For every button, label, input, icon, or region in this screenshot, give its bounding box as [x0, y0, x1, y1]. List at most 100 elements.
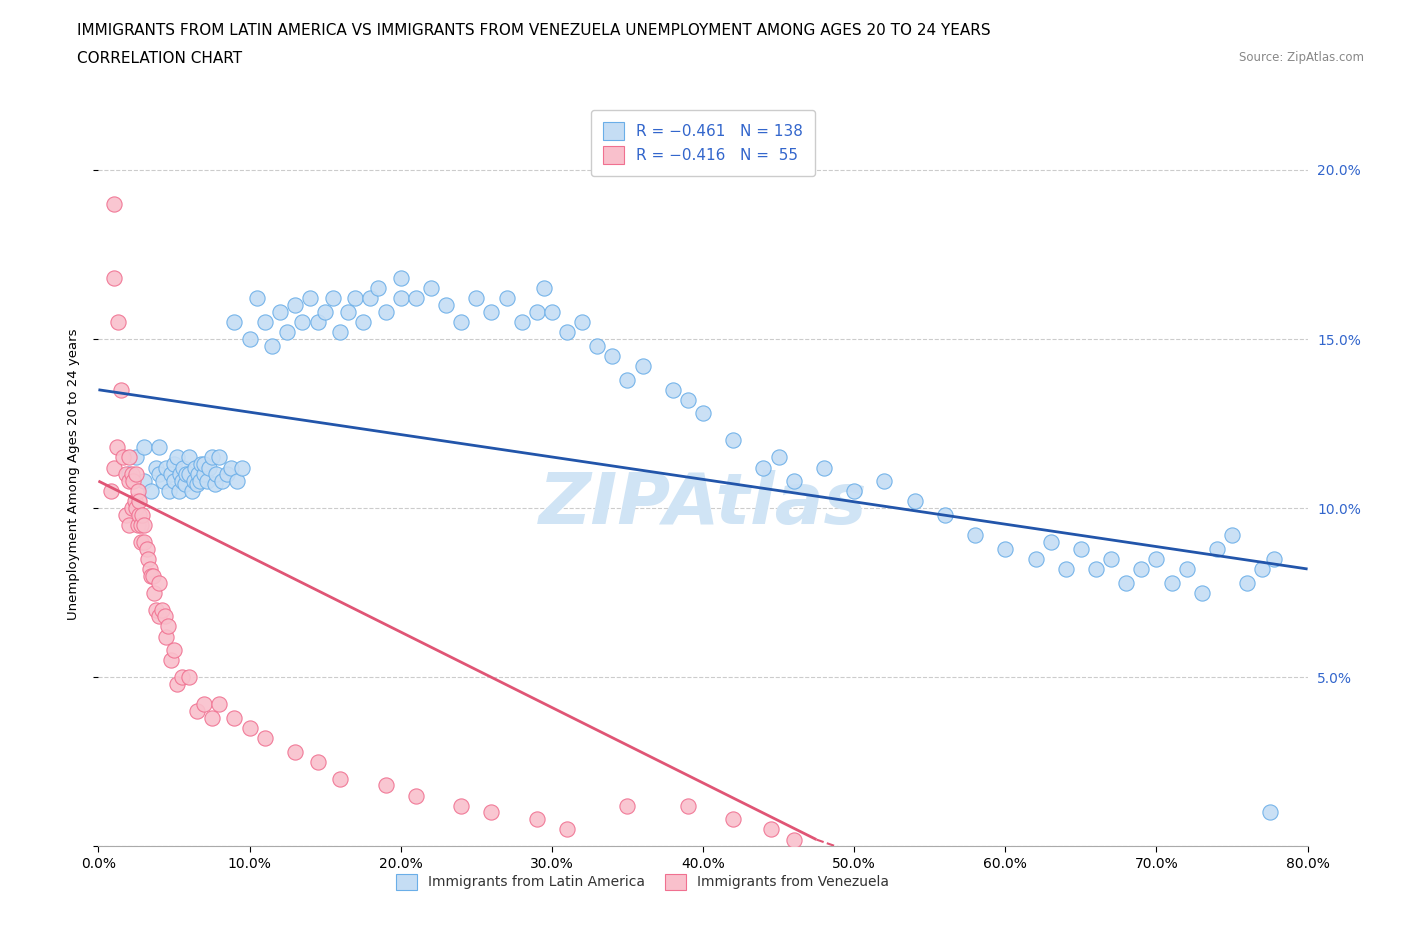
Point [374, 304, 396, 319]
Point [179, 670, 201, 684]
Point [1115, 575, 1137, 590]
Point [284, 298, 307, 312]
Point [135, 541, 157, 556]
Point [616, 372, 638, 387]
Point [215, 467, 238, 482]
Point [934, 508, 956, 523]
Point [284, 744, 307, 759]
Point [1191, 585, 1213, 600]
Point [873, 473, 896, 488]
Point [299, 291, 322, 306]
Point [201, 711, 224, 725]
Point [125, 500, 148, 515]
Point [231, 460, 253, 475]
Point [352, 314, 374, 329]
Point [173, 477, 195, 492]
Point [129, 518, 152, 533]
Point [163, 643, 186, 658]
Point [208, 450, 231, 465]
Point [571, 314, 593, 329]
Point [526, 812, 548, 827]
Point [226, 473, 249, 488]
Point [131, 508, 153, 523]
Point [224, 314, 246, 329]
Point [193, 467, 215, 482]
Point [118, 473, 141, 488]
Point [118, 518, 141, 533]
Point [100, 484, 122, 498]
Point [813, 460, 835, 475]
Point [174, 467, 197, 482]
Point [184, 460, 207, 475]
Point [676, 798, 699, 813]
Point [124, 494, 146, 509]
Point [136, 551, 159, 566]
Point [389, 271, 412, 286]
Point [114, 508, 136, 523]
Point [307, 754, 329, 769]
Point [163, 473, 186, 488]
Point [307, 314, 329, 329]
Point [276, 325, 298, 339]
Point [602, 349, 624, 364]
Point [127, 518, 149, 533]
Point [1024, 551, 1046, 566]
Point [181, 484, 204, 498]
Point [224, 711, 246, 725]
Point [1144, 551, 1167, 566]
Point [118, 467, 141, 482]
Point [118, 450, 141, 465]
Point [163, 457, 186, 472]
Point [1130, 562, 1153, 577]
Point [193, 697, 215, 711]
Point [170, 473, 193, 488]
Point [103, 460, 125, 475]
Point [1054, 562, 1077, 577]
Point [193, 457, 215, 472]
Point [132, 518, 155, 533]
Point [540, 304, 562, 319]
Point [143, 585, 166, 600]
Point [555, 822, 578, 837]
Point [965, 527, 987, 542]
Point [166, 676, 188, 691]
Point [904, 494, 927, 509]
Point [148, 575, 170, 590]
Point [374, 778, 396, 793]
Point [128, 508, 150, 523]
Point [434, 298, 457, 312]
Point [783, 832, 806, 847]
Point [166, 450, 188, 465]
Point [291, 314, 314, 329]
Point [1206, 541, 1229, 556]
Point [132, 535, 155, 550]
Point [190, 457, 212, 472]
Point [329, 771, 352, 786]
Point [148, 467, 170, 482]
Point [121, 500, 143, 515]
Text: CORRELATION CHART: CORRELATION CHART [77, 51, 242, 66]
Point [450, 798, 472, 813]
Point [450, 314, 472, 329]
Point [127, 484, 149, 498]
Point [481, 805, 503, 820]
Point [141, 568, 163, 583]
Text: IMMIGRANTS FROM LATIN AMERICA VS IMMIGRANTS FROM VENEZUELA UNEMPLOYMENT AMONG AG: IMMIGRANTS FROM LATIN AMERICA VS IMMIGRA… [77, 23, 991, 38]
Point [1099, 551, 1122, 566]
Point [105, 440, 128, 455]
Point [179, 450, 201, 465]
Point [197, 460, 219, 475]
Point [187, 467, 209, 482]
Point [221, 460, 243, 475]
Point [1085, 562, 1108, 577]
Point [783, 473, 806, 488]
Point [103, 271, 125, 286]
Point [145, 460, 167, 475]
Point [156, 619, 179, 634]
Point [186, 704, 208, 719]
Point [246, 291, 269, 306]
Point [1258, 805, 1281, 820]
Point [360, 291, 382, 306]
Point [110, 382, 132, 397]
Point [253, 731, 276, 746]
